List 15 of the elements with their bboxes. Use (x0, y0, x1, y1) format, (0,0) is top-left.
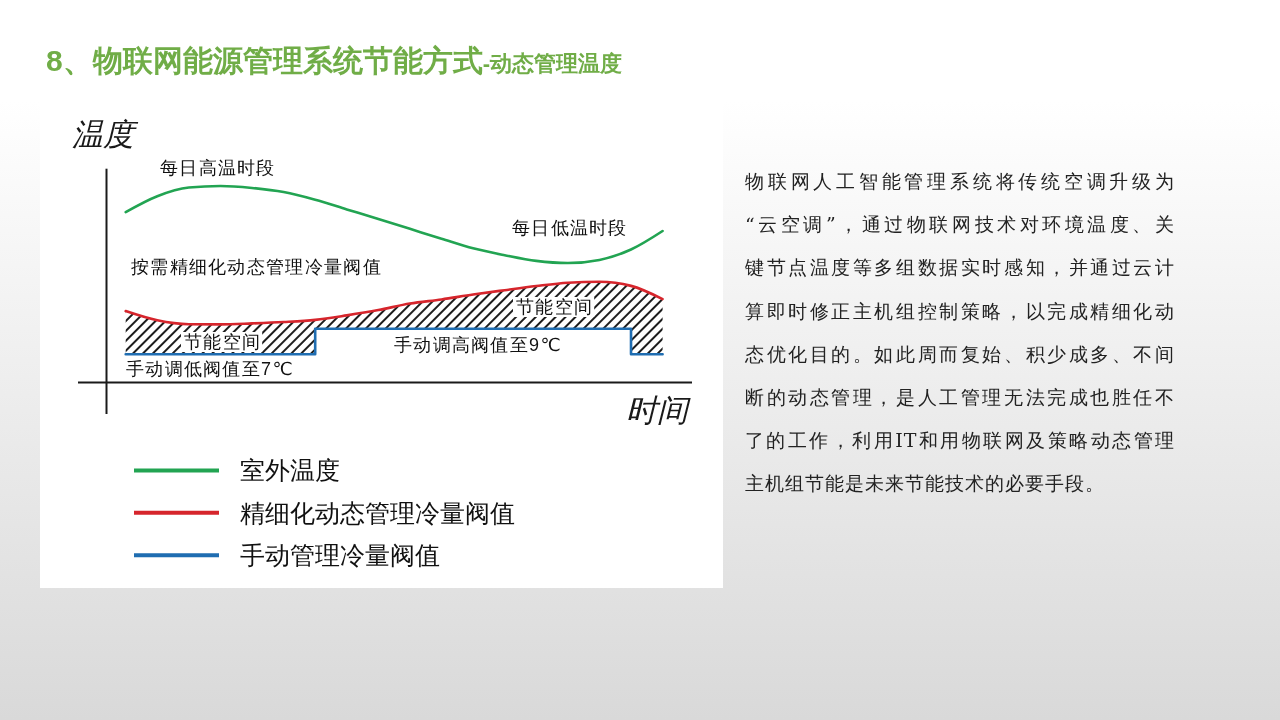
annotation: 手动调低阀值至7℃ (126, 359, 294, 379)
chart-title: 8、物联网能源管理系统节能方式 (46, 44, 483, 77)
annotation: 节能空间 (516, 297, 594, 317)
legend-label: 室外温度 (240, 456, 340, 485)
x-axis-title: 时间 (626, 392, 691, 428)
annotation: 手动调高阀值至9℃ (394, 335, 562, 355)
annotation: 节能空间 (184, 332, 262, 352)
text: 每日高温时段 (160, 158, 276, 178)
legend-label: 手动管理冷量阀值 (240, 541, 440, 570)
annotation: 按需精细化动态管理冷量阀值 (131, 257, 382, 277)
text: 物联网人工智能管理系统将传统空调升级为“云空调”，通过物联网技术对环境温度、关键节点温度等多组数据实时感知，并通过云计算即时修正主机组控制策略，以完成精细化动态优化目的。如此周而复始、积少成多、不间断的动态管理，是人工管理无法完成也胜任不了的工作，利用IT和用物联网及策略动态管理主机组节能是未来节能技术的必要手段。 (745, 169, 1175, 497)
y-axis-title: 温度 (72, 116, 139, 152)
annotation: 每日低温时段 (512, 218, 628, 238)
chart-subtitle: -动态管理温度 (482, 51, 623, 76)
legend-label: 精细化动态管理冷量阀值 (240, 498, 515, 527)
